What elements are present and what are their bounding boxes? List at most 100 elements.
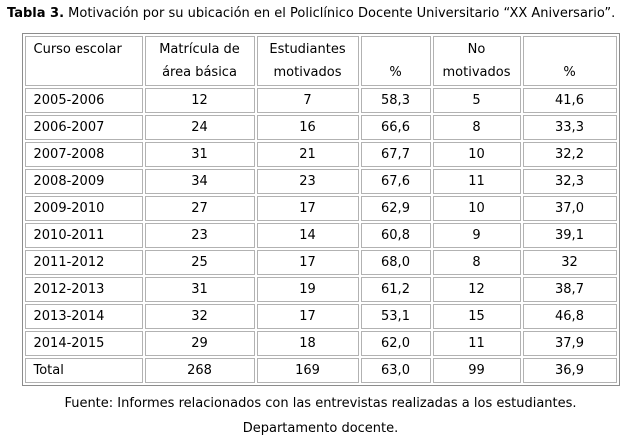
row-label-cell: 2013-2014 — [24, 304, 143, 329]
table-row: 2010-2011 23 14 60,8 9 39,1 — [24, 223, 617, 248]
value-cell: 15 — [432, 304, 521, 329]
data-table: Curso escolar Matrícula de área básica E… — [21, 33, 620, 386]
value-cell: 39,1 — [522, 223, 617, 248]
page: Tabla 3. Motivación por su ubicación en … — [7, 6, 635, 436]
row-label-cell: 2014-2015 — [24, 331, 143, 356]
value-cell: 67,7 — [360, 142, 431, 167]
value-cell: 14 — [256, 223, 359, 248]
header-row: Curso escolar Matrícula de área básica E… — [24, 36, 617, 86]
table-row: 2014-2015 29 18 62,0 11 37,9 — [24, 331, 617, 356]
column-header-line: Estudiantes — [269, 42, 346, 57]
column-header-line — [368, 38, 424, 61]
value-cell: 169 — [256, 358, 359, 383]
row-label-cell: 2010-2011 — [24, 223, 143, 248]
table-row: 2009-2010 27 17 62,9 10 37,0 — [24, 196, 617, 221]
table-row: 2005-2006 12 7 58,3 5 41,6 — [24, 88, 617, 113]
table-caption-text: Motivación por su ubicación en el Policl… — [64, 6, 616, 21]
value-cell: 8 — [432, 115, 521, 140]
value-cell: 12 — [432, 277, 521, 302]
value-cell: 17 — [256, 196, 359, 221]
value-cell: 63,0 — [360, 358, 431, 383]
value-cell: 29 — [144, 331, 255, 356]
column-header-line: % — [563, 65, 576, 80]
value-cell: 32 — [144, 304, 255, 329]
value-cell: 61,2 — [360, 277, 431, 302]
column-header-curso: Curso escolar — [24, 36, 143, 86]
value-cell: 12 — [144, 88, 255, 113]
value-cell: 21 — [256, 142, 359, 167]
table-caption: Tabla 3. Motivación por su ubicación en … — [7, 6, 635, 22]
column-header-line: área básica — [162, 65, 237, 80]
value-cell: 31 — [144, 142, 255, 167]
value-cell: 10 — [432, 142, 521, 167]
value-cell: 66,6 — [360, 115, 431, 140]
value-cell: 16 — [256, 115, 359, 140]
row-label-cell: 2005-2006 — [24, 88, 143, 113]
value-cell: 36,9 — [522, 358, 617, 383]
value-cell: 32,3 — [522, 169, 617, 194]
value-cell: 23 — [144, 223, 255, 248]
value-cell: 32 — [522, 250, 617, 275]
value-cell: 32,2 — [522, 142, 617, 167]
row-label-cell: 2012-2013 — [24, 277, 143, 302]
value-cell: 27 — [144, 196, 255, 221]
value-cell: 38,7 — [522, 277, 617, 302]
column-header-pct-motivados: % — [360, 36, 431, 86]
column-header-motivados: Estudiantes motivados — [256, 36, 359, 86]
value-cell: 11 — [432, 169, 521, 194]
table-caption-label: Tabla 3. — [7, 6, 65, 21]
table-row: 2012-2013 31 19 61,2 12 38,7 — [24, 277, 617, 302]
value-cell: 60,8 — [360, 223, 431, 248]
row-label-cell: 2007-2008 — [24, 142, 143, 167]
table-row: 2008-2009 34 23 67,6 11 32,3 — [24, 169, 617, 194]
value-cell: 23 — [256, 169, 359, 194]
source-note: Fuente: Informes relacionados con las en… — [0, 394, 641, 438]
value-cell: 17 — [256, 250, 359, 275]
value-cell: 11 — [432, 331, 521, 356]
value-cell: 25 — [144, 250, 255, 275]
column-header-line: No — [467, 42, 486, 57]
row-label-cell: 2009-2010 — [24, 196, 143, 221]
value-cell: 34 — [144, 169, 255, 194]
table-row: 2011-2012 25 17 68,0 8 32 — [24, 250, 617, 275]
table-row: 2007-2008 31 21 67,7 10 32,2 — [24, 142, 617, 167]
value-cell: 18 — [256, 331, 359, 356]
column-header-line: % — [389, 65, 402, 80]
value-cell: 68,0 — [360, 250, 431, 275]
value-cell: 268 — [144, 358, 255, 383]
row-label-cell: 2011-2012 — [24, 250, 143, 275]
value-cell: 62,9 — [360, 196, 431, 221]
value-cell: 37,0 — [522, 196, 617, 221]
column-header-line — [530, 38, 610, 61]
row-label-cell: 2008-2009 — [24, 169, 143, 194]
value-cell: 17 — [256, 304, 359, 329]
value-cell: 46,8 — [522, 304, 617, 329]
value-cell: 67,6 — [360, 169, 431, 194]
column-header-line: motivados — [273, 65, 342, 80]
table-row: 2006-2007 24 16 66,6 8 33,3 — [24, 115, 617, 140]
value-cell: 62,0 — [360, 331, 431, 356]
value-cell: 19 — [256, 277, 359, 302]
value-cell: 7 — [256, 88, 359, 113]
value-cell: 58,3 — [360, 88, 431, 113]
table-body: 2005-2006 12 7 58,3 5 41,6 2006-2007 24 16 66,6 8 3… — [24, 88, 617, 383]
value-cell: 99 — [432, 358, 521, 383]
row-label-cell: 2006-2007 — [24, 115, 143, 140]
column-header-line: motivados — [442, 65, 511, 80]
value-cell: 24 — [144, 115, 255, 140]
source-line-2: Departamento docente. — [242, 421, 399, 436]
column-header-no-motivados: No motivados — [432, 36, 521, 86]
table-row: Total 268 169 63,0 99 36,9 — [24, 358, 617, 383]
column-header-line — [34, 61, 136, 84]
column-header-line: Curso escolar — [33, 42, 122, 57]
table-row: 2013-2014 32 17 53,1 15 46,8 — [24, 304, 617, 329]
value-cell: 5 — [432, 88, 521, 113]
value-cell: 41,6 — [522, 88, 617, 113]
value-cell: 9 — [432, 223, 521, 248]
value-cell: 8 — [432, 250, 521, 275]
value-cell: 53,1 — [360, 304, 431, 329]
column-header-line: Matrícula de — [159, 42, 240, 57]
column-header-matricula: Matrícula de área básica — [144, 36, 255, 86]
column-header-pct-no-motivados: % — [522, 36, 617, 86]
value-cell: 37,9 — [522, 331, 617, 356]
